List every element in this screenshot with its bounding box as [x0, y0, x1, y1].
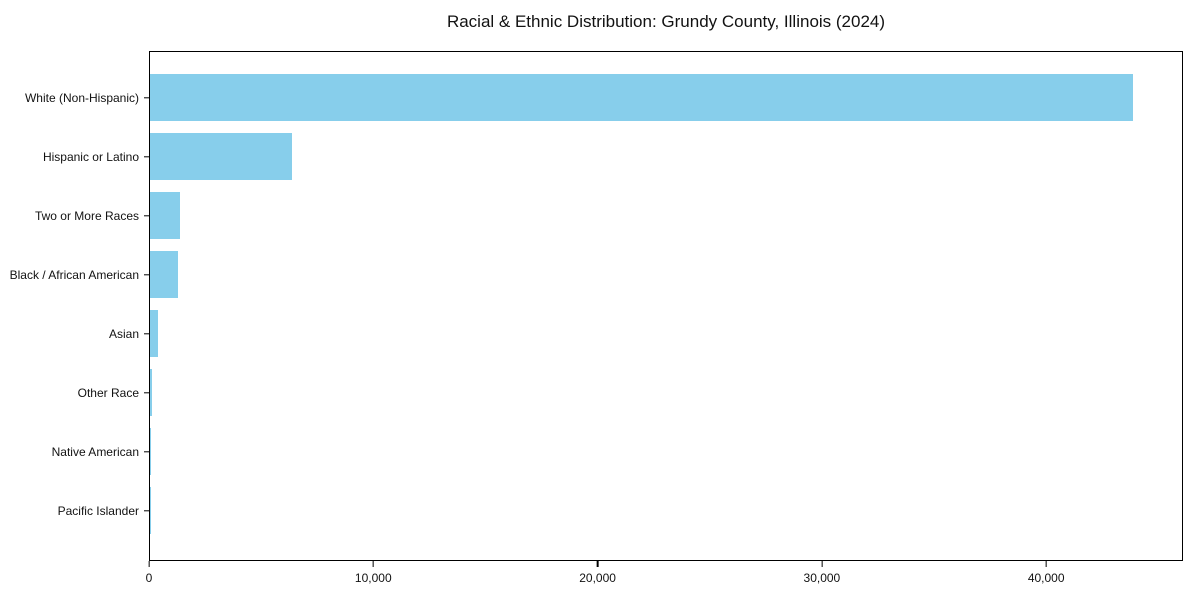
x-tick-mark	[596, 561, 599, 567]
bar	[150, 74, 1133, 121]
y-axis-tick	[144, 450, 150, 453]
bar-row: Black / African American	[10, 245, 1182, 304]
x-axis-tick: 10,000	[355, 561, 392, 585]
x-axis-tick: 20,000	[579, 561, 616, 585]
y-axis-tick	[144, 155, 150, 158]
category-label: Pacific Islander	[57, 503, 139, 518]
bar-row: Native American	[52, 422, 1182, 481]
bar-row: Other Race	[78, 363, 1182, 422]
x-tick-mark	[821, 561, 823, 567]
plot-area: White (Non-Hispanic) Hispanic or Latino Tw…	[10, 51, 1183, 561]
bar	[150, 251, 178, 298]
y-axis-tick	[144, 391, 150, 394]
x-tick-label: 0	[145, 571, 153, 585]
bar	[150, 310, 159, 357]
y-axis-tick	[144, 332, 150, 335]
x-tick-label: 20,000	[579, 571, 616, 585]
bars-container: White (Non-Hispanic) Hispanic or Latino Tw…	[10, 68, 1182, 540]
bar-row: White (Non-Hispanic)	[25, 68, 1182, 127]
category-label: Two or More Races	[34, 208, 139, 223]
x-axis-tick: 30,000	[803, 561, 841, 585]
y-axis-tick	[144, 273, 150, 276]
x-tick-label: 10,000	[354, 571, 392, 585]
bar-row: Asian	[109, 304, 1182, 363]
bar-row: Two or More Races	[35, 186, 1182, 245]
y-axis-tick	[144, 96, 150, 99]
x-tick-mark	[372, 561, 374, 567]
bar	[150, 133, 293, 180]
category-label: Native American	[51, 444, 139, 459]
bar	[150, 369, 153, 416]
x-tick-mark	[1045, 561, 1047, 567]
x-axis-tick: 0	[145, 561, 153, 585]
bar	[150, 428, 151, 475]
x-tick-mark	[148, 561, 150, 567]
category-label: Other Race	[77, 385, 139, 400]
x-axis: 0 10,000 20,000 30,000 40,000	[145, 561, 1183, 595]
x-tick-label: 30,000	[803, 571, 841, 585]
chart-title: Racial & Ethnic Distribution: Grundy Cou…	[446, 12, 886, 31]
category-label: Hispanic or Latino	[42, 149, 139, 164]
y-axis-tick	[144, 214, 150, 217]
category-label: White (Non-Hispanic)	[24, 90, 139, 105]
x-tick-label: 40,000	[1027, 571, 1065, 585]
bar-row: Hispanic or Latino	[43, 127, 1182, 186]
category-label: Asian	[108, 326, 139, 341]
y-axis-tick	[144, 509, 150, 512]
category-label: Black / African American	[9, 267, 139, 282]
x-axis-tick: 40,000	[1028, 561, 1065, 585]
bar-row: Pacific Islander	[58, 481, 1182, 540]
bar	[150, 192, 180, 239]
